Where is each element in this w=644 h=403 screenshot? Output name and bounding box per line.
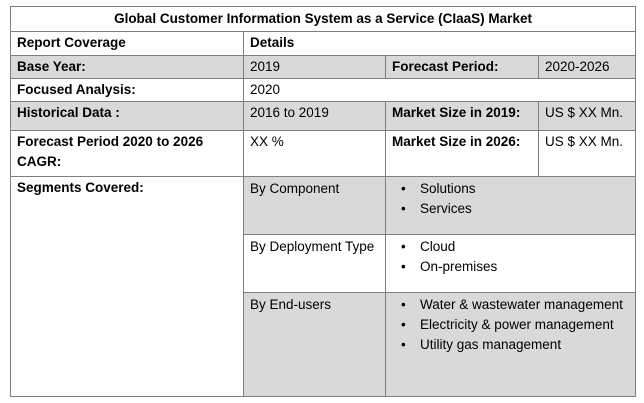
table-row-segment-component: Segments Covered: By Component Solutions… [10, 176, 637, 397]
segment-group-name: By End-users [243, 292, 386, 397]
segment-item-list: Cloud On-premises [392, 237, 629, 277]
header-report-coverage: Report Coverage [10, 31, 244, 56]
report-coverage-table: Global Customer Information System as a … [9, 6, 637, 397]
list-item: Water & wastewater management [392, 295, 629, 315]
forecast-cagr-value: XX % [243, 130, 386, 177]
table-row-focused-analysis: Focused Analysis: 2020 [10, 78, 637, 102]
forecast-period-label: Forecast Period: [385, 55, 539, 79]
segments-covered-label: Segments Covered: [10, 176, 244, 397]
table-row-historical-data: Historical Data : 2016 to 2019 Market Si… [10, 101, 637, 131]
header-row: Report Coverage Details [10, 31, 637, 56]
base-year-value: 2019 [243, 55, 386, 79]
base-year-label: Base Year: [10, 55, 244, 79]
segment-items: Cloud On-premises [384, 234, 637, 293]
table-row-segment-end-users: By End-users Water & wastewater manageme… [11, 292, 637, 397]
list-item: Utility gas management [392, 335, 629, 355]
segment-group-name: By Deployment Type [243, 234, 386, 293]
table-title: Global Customer Information System as a … [9, 6, 637, 32]
table-row-segment-deployment: By Deployment Type Cloud On-premises [11, 234, 637, 293]
historical-data-label: Historical Data : [10, 101, 244, 131]
report-table-container: Global Customer Information System as a … [9, 6, 637, 397]
historical-data-value: 2016 to 2019 [243, 101, 386, 131]
table-row-forecast-cagr: Forecast Period 2020 to 2026 CAGR: XX % … [10, 130, 637, 177]
list-item: On-premises [392, 257, 629, 277]
segment-items: Water & wastewater management Electricit… [384, 292, 637, 397]
segment-item-list: Water & wastewater management Electricit… [392, 295, 629, 355]
forecast-period-value: 2020-2026 [537, 55, 637, 79]
list-item: Cloud [392, 237, 629, 257]
list-item: Services [392, 199, 629, 219]
segment-items: Solutions Services [384, 176, 637, 235]
title-row: Global Customer Information System as a … [9, 6, 637, 32]
list-item: Electricity & power management [392, 315, 629, 335]
table-row-base-year: Base Year: 2019 Forecast Period: 2020-20… [10, 55, 637, 79]
market-size-2019-label: Market Size in 2019: [385, 101, 539, 131]
list-item: Solutions [392, 179, 629, 199]
forecast-cagr-label: Forecast Period 2020 to 2026 CAGR: [10, 130, 244, 177]
header-details: Details [242, 31, 637, 56]
market-size-2026-value: US $ XX Mn. [537, 130, 637, 177]
focused-analysis-value: 2020 [242, 78, 637, 102]
market-size-2026-label: Market Size in 2026: [385, 130, 539, 177]
focused-analysis-label: Focused Analysis: [10, 78, 244, 102]
segment-group-name: By Component [243, 176, 386, 235]
segment-item-list: Solutions Services [392, 179, 629, 219]
market-size-2019-value: US $ XX Mn. [537, 101, 637, 131]
